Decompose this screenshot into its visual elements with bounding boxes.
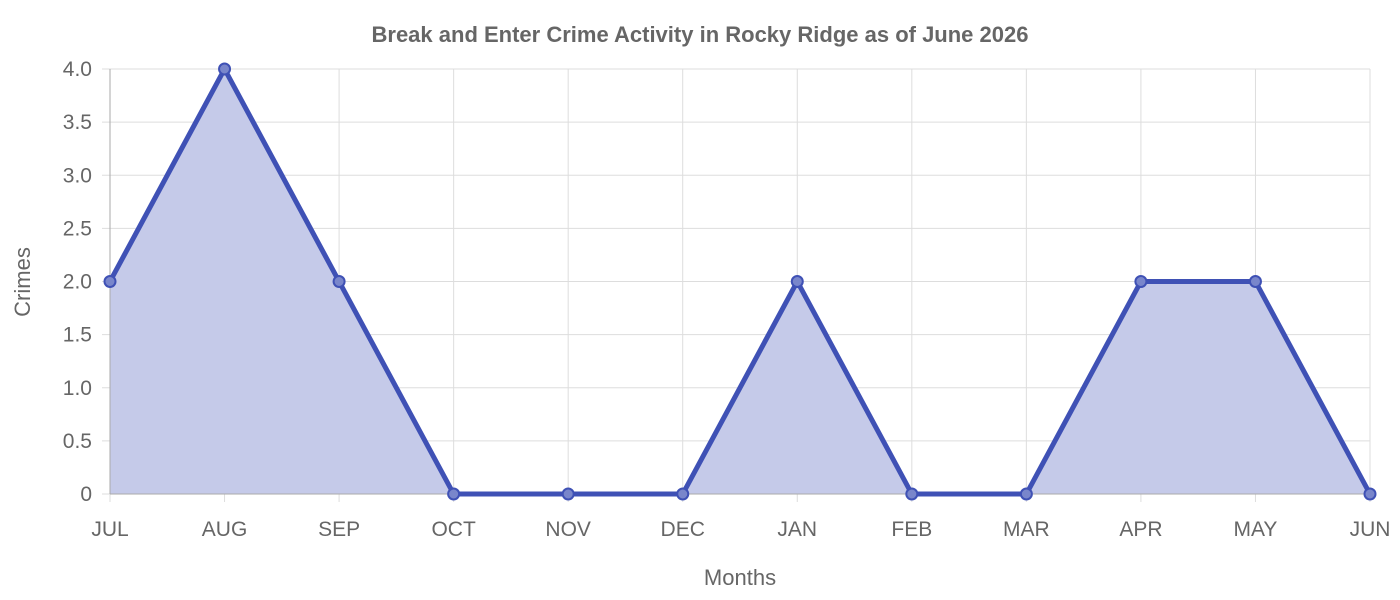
y-tick-label: 1.0: [63, 377, 92, 400]
y-tick-label: 0.5: [63, 430, 92, 453]
x-tick-label: NOV: [545, 518, 591, 541]
data-point: [1019, 487, 1033, 501]
series-line: [107, 66, 1373, 497]
x-tick-label: JAN: [777, 518, 817, 541]
data-point: [1134, 275, 1148, 288]
x-tick-label: FEB: [891, 518, 932, 541]
x-tick-label: DEC: [661, 518, 705, 541]
data-point: [218, 62, 232, 76]
x-axis-title: Months: [704, 565, 776, 590]
data-point: [447, 487, 461, 501]
x-tick-label: AUG: [202, 518, 248, 541]
y-tick-label: 4.0: [63, 58, 92, 81]
x-tick-labels: JUL AUG SEP OCT NOV DEC JAN FEB MAR APR MAY JUN: [91, 518, 1390, 541]
x-tick-label: MAY: [1233, 518, 1277, 541]
x-tick-label: APR: [1119, 518, 1162, 541]
y-tick-label: 0: [80, 483, 92, 506]
data-point: [561, 487, 575, 501]
y-tick-label: 3.0: [63, 164, 92, 187]
x-tick-label: JUN: [1350, 518, 1391, 541]
data-point: [103, 275, 117, 288]
data-point: [1248, 275, 1262, 288]
data-point: [905, 487, 919, 501]
series-area-fill: [110, 69, 1370, 494]
data-point: [332, 275, 346, 288]
data-point: [790, 275, 804, 288]
area-fill-layer: [110, 69, 1370, 494]
y-tick-label: 3.5: [63, 111, 92, 134]
y-axis-title: Crimes: [10, 247, 35, 317]
x-tick-label: JUL: [91, 518, 128, 541]
data-point: [1363, 487, 1377, 501]
y-tick-label: 2.0: [63, 271, 92, 294]
chart-title: Break and Enter Crime Activity in Rocky …: [372, 22, 1029, 47]
data-points: [103, 62, 1377, 501]
x-tick-label: OCT: [431, 518, 476, 541]
x-tick-label: SEP: [318, 518, 360, 541]
y-tick-label: 2.5: [63, 217, 92, 240]
y-tick-label: 1.5: [63, 324, 92, 347]
y-tick-labels: 0 0.5 1.0 1.5 2.0 2.5 3.0 3.5 4.0: [63, 58, 92, 506]
data-point: [676, 487, 690, 501]
x-tick-label: MAR: [1003, 518, 1050, 541]
series-line-layer: [107, 66, 1373, 497]
